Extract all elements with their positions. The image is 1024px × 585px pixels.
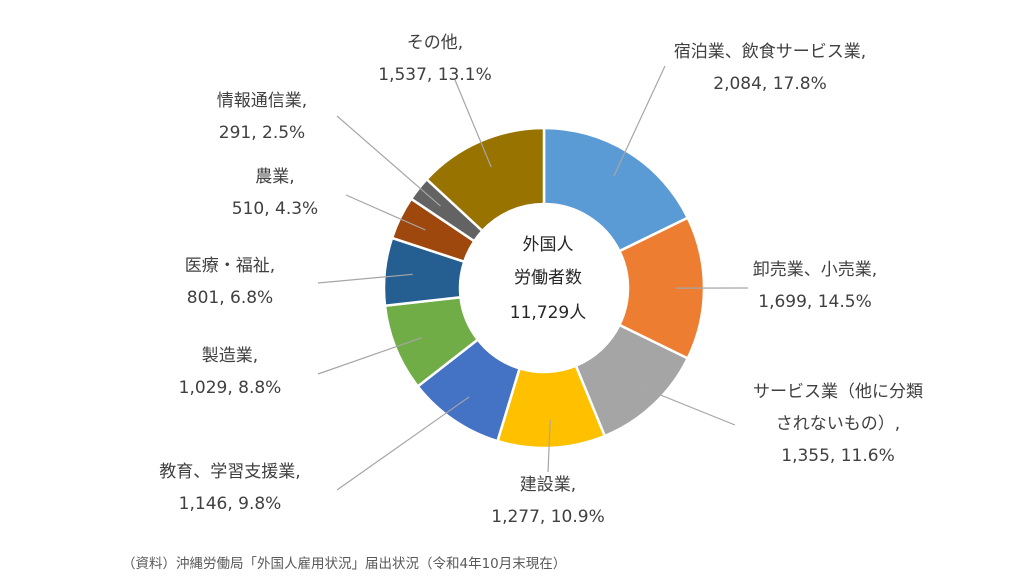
leader-line-3 <box>547 419 551 473</box>
slice-category-label-5: 製造業, <box>202 346 258 366</box>
slice-value-label-6: 801, 6.8% <box>187 288 273 308</box>
slice-category-label-0: 宿泊業、飲食サービス業, <box>674 42 866 62</box>
center-label-line-0: 外国人 <box>523 235 574 255</box>
slice-category-label-7: 農業, <box>255 167 294 187</box>
slice-value-label-3: 1,277, 10.9% <box>491 507 604 527</box>
slice-value-label-7: 510, 4.3% <box>232 199 318 219</box>
leader-line-2 <box>633 383 736 426</box>
slice-category-label-9: その他, <box>407 33 463 53</box>
slice-category-label-3: 建設業, <box>520 475 576 495</box>
slice-value-label-9: 1,537, 13.1% <box>378 65 491 85</box>
slice-value-label-2: 1,355, 11.6% <box>781 446 894 466</box>
leader-line-6 <box>317 273 413 284</box>
source-footnote: （資料）沖縄労働局「外国人雇用状況」届出状況（令和4年10月末現在） <box>122 556 567 572</box>
donut-chart: 宿泊業、飲食サービス業, 2,084, 17.8% 卸売業、小売業, 1,699, 1… <box>159 33 923 527</box>
center-label-line-2: 11,729人 <box>510 303 586 323</box>
slice-value-label-8: 291, 2.5% <box>219 123 305 143</box>
slice-category-label-1: 卸売業、小売業, <box>753 260 877 280</box>
donut-slice-9 <box>424 126 546 233</box>
leader-line-0 <box>613 65 666 177</box>
slice-category-label-6: 医療・福祉, <box>185 256 275 276</box>
slice-value-label-1: 1,699, 14.5% <box>758 292 871 312</box>
slice-category-label-4: 教育、学習支援業, <box>159 462 300 482</box>
slice-value-label-0: 2,084, 17.8% <box>713 74 826 94</box>
slice-category-label-2: サービス業（他に分類 <box>753 382 923 402</box>
leader-line-7 <box>345 194 426 231</box>
leader-line-8 <box>336 115 441 207</box>
center-label-line-1: 労働者数 <box>514 268 582 288</box>
slice-category-label-2: されないもの）, <box>776 414 900 434</box>
slice-value-label-4: 1,146, 9.8% <box>179 494 282 514</box>
slice-category-label-8: 情報通信業, <box>217 91 307 111</box>
slice-value-label-5: 1,029, 8.8% <box>179 378 282 398</box>
leader-line-5 <box>317 337 422 375</box>
leader-line-9 <box>454 79 492 168</box>
leader-line-4 <box>336 396 470 491</box>
